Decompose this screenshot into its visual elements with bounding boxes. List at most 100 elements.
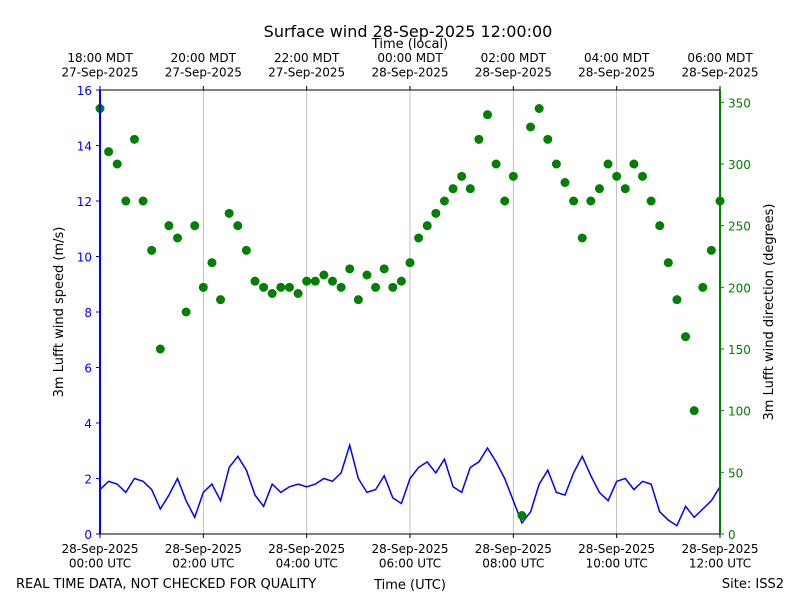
- data-point: [138, 196, 148, 206]
- data-point: [508, 171, 518, 181]
- y2-tick-label: 250: [728, 220, 751, 234]
- x2-tick-label: 04:00 MDT 28-Sep-2025: [578, 51, 655, 79]
- data-point: [388, 282, 398, 292]
- footer-right: Site: ISS2: [722, 577, 784, 592]
- y-tick-label: 12: [77, 195, 92, 209]
- data-point: [310, 276, 320, 286]
- x-tick-label: 28-Sep-2025 06:00 UTC: [371, 542, 448, 570]
- y2-tick-label: 300: [728, 158, 751, 172]
- data-point: [465, 184, 475, 194]
- data-point: [422, 221, 432, 231]
- data-point: [164, 221, 174, 231]
- data-point: [224, 208, 234, 218]
- data-point: [396, 276, 406, 286]
- data-point: [112, 159, 122, 169]
- data-point: [250, 276, 260, 286]
- y2-tick-label: 150: [728, 343, 751, 357]
- y2-axis-label: 3m Lufft wind direction (degrees): [762, 204, 777, 421]
- data-point: [233, 221, 243, 231]
- data-point: [207, 258, 217, 268]
- data-point: [534, 104, 544, 113]
- y2-tick-label: 200: [728, 281, 751, 295]
- data-point: [551, 159, 561, 169]
- data-point: [147, 245, 157, 255]
- data-point: [439, 196, 449, 206]
- data-point: [414, 233, 424, 243]
- data-point: [276, 282, 286, 292]
- data-point: [569, 196, 579, 206]
- data-point: [353, 295, 363, 305]
- y-tick-label: 0: [84, 528, 92, 542]
- data-point: [155, 344, 165, 354]
- data-point: [328, 276, 337, 286]
- x2-axis-label: Time (local): [371, 37, 448, 52]
- x2-tick-label: 20:00 MDT 27-Sep-2025: [165, 51, 242, 79]
- data-point: [336, 282, 346, 292]
- data-point: [629, 159, 639, 169]
- y-axis-label: 3m Lufft wind speed (m/s): [52, 227, 67, 398]
- x-tick-label: 28-Sep-2025 08:00 UTC: [475, 542, 552, 570]
- data-point: [577, 233, 587, 243]
- data-point: [474, 134, 484, 144]
- data-point: [284, 282, 294, 292]
- series-line: [99, 442, 721, 527]
- data-point: [594, 184, 604, 194]
- x2-tick-label: 18:00 MDT 27-Sep-2025: [61, 51, 138, 79]
- y-tick-label: 6: [84, 362, 92, 376]
- data-point: [267, 289, 277, 298]
- data-point: [483, 110, 492, 120]
- data-point: [689, 406, 699, 416]
- data-point: [405, 258, 415, 268]
- data-point: [526, 122, 536, 132]
- y2-tick-label: 0: [728, 528, 736, 542]
- x-tick-label: 28-Sep-2025 00:00 UTC: [61, 542, 138, 570]
- data-point: [198, 282, 208, 292]
- data-point: [491, 159, 501, 169]
- y-tick-label: 2: [84, 473, 92, 487]
- x-tick-label: 28-Sep-2025 02:00 UTC: [165, 542, 242, 570]
- data-point: [319, 270, 329, 280]
- x2-tick-label: 02:00 MDT 28-Sep-2025: [475, 51, 552, 79]
- chart-title: Surface wind 28-Sep-2025 12:00:00: [264, 22, 553, 41]
- x-tick-label: 28-Sep-2025 12:00 UTC: [681, 542, 758, 570]
- data-point: [362, 270, 372, 280]
- y-tick-label: 10: [77, 251, 92, 265]
- data-point: [448, 184, 458, 194]
- data-point: [543, 134, 553, 144]
- data-point: [603, 159, 613, 169]
- x-tick-label: 28-Sep-2025 10:00 UTC: [578, 542, 655, 570]
- x2-tick-label: 06:00 MDT 28-Sep-2025: [681, 51, 758, 79]
- data-point: [379, 264, 389, 274]
- x2-tick-label: 22:00 MDT 27-Sep-2025: [268, 51, 345, 79]
- data-point: [586, 196, 596, 206]
- y-tick-label: 4: [84, 417, 92, 431]
- data-point: [181, 307, 191, 317]
- data-point: [293, 289, 303, 298]
- data-point: [706, 245, 716, 255]
- data-point: [560, 178, 570, 187]
- y-tick-label: 16: [77, 84, 92, 98]
- data-point: [500, 196, 510, 206]
- y2-tick-label: 350: [728, 96, 751, 110]
- data-point: [663, 258, 673, 268]
- data-point: [681, 332, 691, 342]
- footer-left: REAL TIME DATA, NOT CHECKED FOR QUALITY: [16, 577, 316, 592]
- data-point: [517, 511, 527, 520]
- data-point: [173, 233, 182, 243]
- y2-tick-label: 50: [728, 466, 743, 480]
- data-point: [216, 295, 226, 305]
- y-tick-label: 14: [77, 140, 92, 154]
- data-point: [672, 295, 682, 305]
- data-point: [129, 134, 139, 144]
- data-point: [345, 264, 355, 274]
- data-point: [259, 282, 269, 292]
- y2-tick-label: 100: [728, 405, 751, 419]
- data-point: [620, 184, 630, 194]
- data-point: [612, 171, 622, 181]
- data-point: [121, 196, 131, 206]
- data-point: [104, 147, 114, 157]
- data-point: [646, 196, 656, 206]
- data-point: [698, 282, 708, 292]
